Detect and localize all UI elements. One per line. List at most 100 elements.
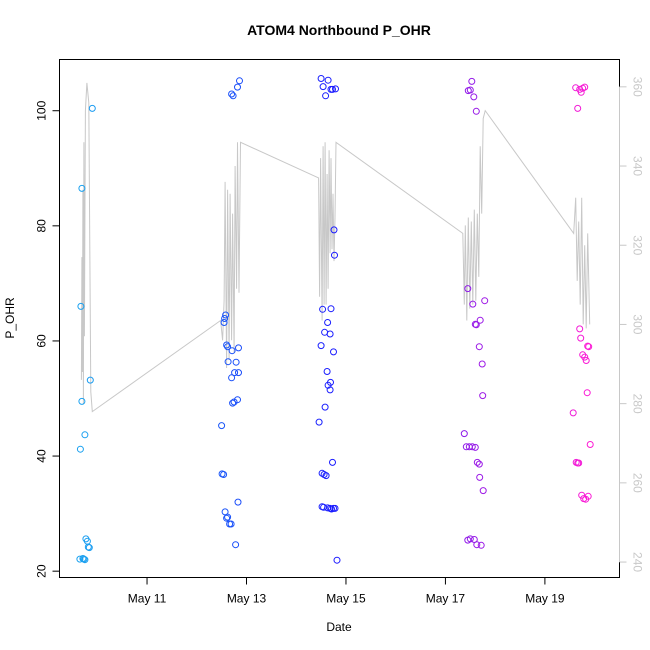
y-tick-label: 20 <box>35 564 49 578</box>
y-tick-label: 100 <box>35 100 49 120</box>
data-point <box>577 88 585 96</box>
secondary-y-axis: 240 260 280 300 320 340 360 <box>619 77 645 572</box>
y-tick-label: 60 <box>35 334 49 348</box>
data-point <box>481 297 489 305</box>
secondary-y-tick-label: 320 <box>631 235 645 255</box>
data-point <box>231 369 239 377</box>
data-point <box>315 418 323 426</box>
data-point <box>222 311 230 319</box>
data-point <box>319 305 327 313</box>
data-point <box>327 305 335 313</box>
data-point <box>464 285 472 293</box>
data-point <box>228 90 236 98</box>
data-point <box>585 343 593 351</box>
data-point <box>466 535 474 543</box>
secondary-y-tick-label: 360 <box>631 77 645 97</box>
data-point <box>477 541 485 549</box>
x-tick-label: May 13 <box>227 592 267 606</box>
data-point <box>229 92 237 100</box>
x-tick-label: May 11 <box>128 592 167 606</box>
data-point <box>236 77 243 85</box>
plot-area <box>59 59 620 578</box>
data-point <box>228 347 236 355</box>
x-axis-label: Date <box>326 620 352 634</box>
y-tick-label: 40 <box>35 449 49 463</box>
data-point <box>330 226 338 234</box>
x-tick-label: May 19 <box>525 592 565 606</box>
data-point <box>479 487 487 495</box>
data-point <box>228 374 236 382</box>
data-point <box>323 368 331 375</box>
data-point <box>78 184 86 192</box>
y-axis-label: P_OHR <box>3 297 17 339</box>
data-point <box>229 399 237 407</box>
secondary-y-tick-label: 260 <box>631 473 645 493</box>
data-point <box>319 83 327 91</box>
data-point <box>329 85 336 93</box>
data-point <box>317 342 325 350</box>
data-point <box>85 544 93 552</box>
data-point <box>317 75 325 82</box>
data-point <box>220 471 228 478</box>
data-point <box>578 491 586 499</box>
data-point <box>234 498 242 506</box>
data-point <box>581 353 589 361</box>
data-point <box>476 316 484 324</box>
data-point <box>324 76 332 84</box>
data-point <box>326 330 334 338</box>
data-point <box>76 555 84 563</box>
points-layer <box>76 75 594 564</box>
data-point <box>479 392 487 400</box>
data-point <box>469 300 477 308</box>
data-point <box>577 334 585 342</box>
data-point <box>88 104 96 112</box>
data-point <box>581 83 589 91</box>
data-point <box>470 93 478 101</box>
data-point <box>78 397 86 405</box>
data-point <box>223 341 231 349</box>
data-point <box>232 358 240 366</box>
secondary-y-tick-label: 240 <box>631 552 645 572</box>
data-point <box>322 92 330 100</box>
data-point <box>218 422 226 430</box>
data-point <box>575 459 583 467</box>
data-point <box>320 503 328 511</box>
data-point <box>332 85 339 93</box>
data-point <box>471 443 479 451</box>
data-point <box>472 321 480 329</box>
data-point <box>235 344 242 352</box>
data-point <box>227 520 235 528</box>
data-point <box>572 84 580 92</box>
data-point <box>569 409 577 417</box>
y-axis: 20 40 60 80 100 <box>35 100 60 578</box>
data-point <box>472 107 480 115</box>
data-point <box>478 360 486 368</box>
secondary-y-tick-label: 280 <box>631 394 645 414</box>
data-point <box>333 556 341 564</box>
data-point <box>81 556 89 564</box>
x-tick-label: May 17 <box>426 592 466 606</box>
data-point <box>324 319 332 326</box>
data-point <box>460 430 468 438</box>
data-point <box>582 357 590 364</box>
data-point <box>579 351 587 359</box>
x-tick-label: May 15 <box>326 592 366 606</box>
data-point <box>224 343 232 351</box>
data-point <box>81 431 89 439</box>
y-tick-label: 80 <box>35 219 49 233</box>
data-point <box>321 403 329 411</box>
data-point <box>466 86 474 94</box>
data-point <box>221 315 229 322</box>
data-point <box>224 358 232 366</box>
data-point <box>574 104 582 112</box>
data-point <box>76 445 84 453</box>
data-point <box>475 460 483 468</box>
data-point <box>586 441 594 448</box>
data-point <box>468 443 476 451</box>
data-point <box>583 389 591 397</box>
data-point <box>224 513 232 521</box>
secondary-line-layer <box>80 82 591 413</box>
data-point <box>473 458 481 466</box>
chart-title: ATOM4 Northbound P_OHR <box>247 22 431 38</box>
